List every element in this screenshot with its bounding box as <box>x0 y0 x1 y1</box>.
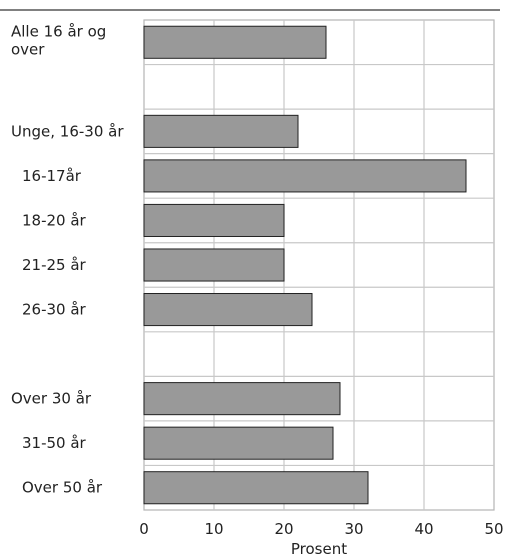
bar-18-20-r <box>143 203 285 237</box>
bar-31-50-r <box>143 426 334 460</box>
category-label: 18-20 år <box>22 211 87 229</box>
category-label: 31-50 år <box>22 434 87 452</box>
row-separators <box>144 63 494 467</box>
bar-21-25-r <box>143 248 285 282</box>
bar-over-30-r <box>143 382 341 416</box>
bar-26-30-r <box>143 293 313 327</box>
bar-unge-16-30-r <box>143 114 299 148</box>
category-label: 26-30 år <box>22 301 87 319</box>
x-axis-title: Prosent <box>291 540 347 556</box>
category-labels: Alle 16 år og over Unge, 16-30 år 16-17år 18… <box>11 22 124 496</box>
category-label: Alle 16 år og over <box>11 22 106 58</box>
x-tick-label: 10 <box>204 520 223 538</box>
category-label: Over 30 år <box>11 390 92 408</box>
x-tick-label: 50 <box>484 520 503 538</box>
x-tick-label: 0 <box>139 520 149 538</box>
x-tick-label: 20 <box>274 520 293 538</box>
bar-16-17-r <box>143 159 467 193</box>
bar-over-50-r <box>143 471 369 505</box>
x-tick-label: 40 <box>414 520 433 538</box>
x-tick-label: 30 <box>344 520 363 538</box>
x-axis-ticks: 0 10 20 30 40 50 <box>139 520 503 538</box>
category-label: 16-17år <box>22 167 82 185</box>
category-label: Unge, 16-30 år <box>11 122 124 140</box>
category-label: 21-25 år <box>22 256 87 274</box>
bar-alle-16-r-og-over <box>143 25 327 59</box>
category-label: Over 50 år <box>22 479 103 497</box>
bars <box>143 25 467 505</box>
